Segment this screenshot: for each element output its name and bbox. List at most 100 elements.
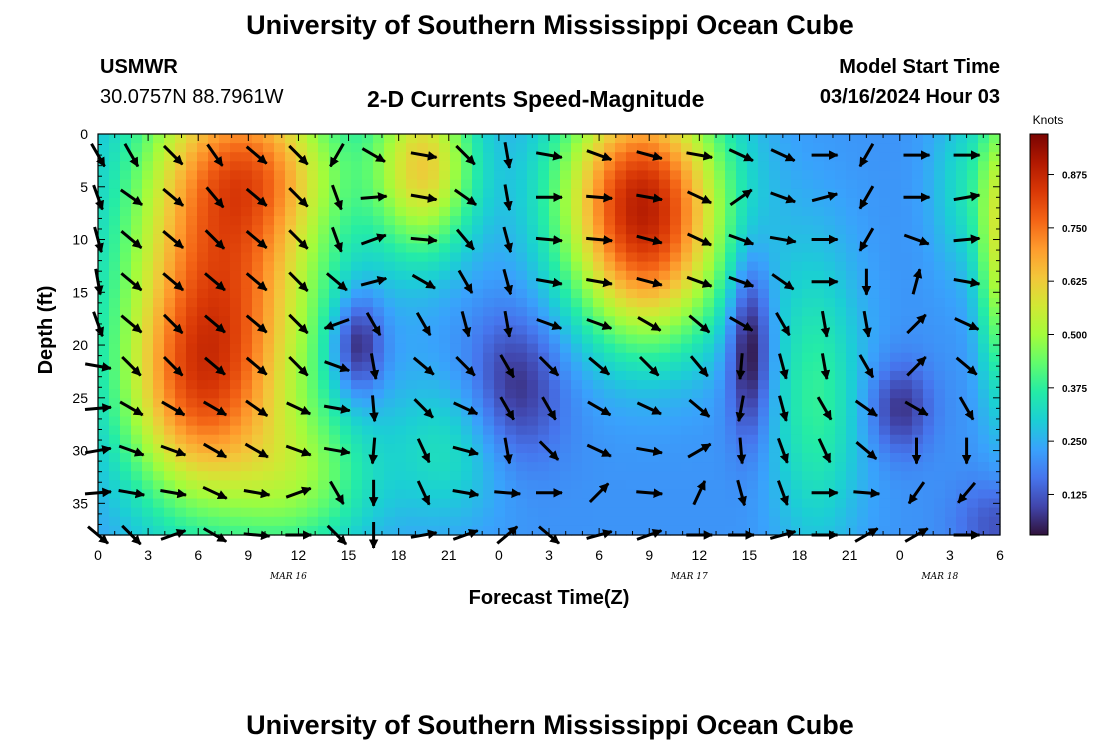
heatmap-cell (571, 352, 583, 363)
heatmap-cell (384, 425, 396, 436)
colorbar-tick-label: 0.875 (1062, 171, 1087, 182)
heatmap-cell (549, 170, 561, 181)
heatmap-cell (989, 480, 1001, 491)
heatmap-cell (164, 425, 176, 436)
heatmap-cell (967, 352, 979, 363)
heatmap-cell (670, 416, 682, 427)
heatmap-cell (857, 170, 869, 181)
heatmap-cell (780, 143, 792, 153)
heatmap-cell (318, 434, 330, 445)
heatmap-cell (197, 325, 209, 336)
heatmap-cell (263, 480, 275, 491)
heatmap-cell (439, 252, 451, 263)
heatmap-cell (241, 425, 253, 436)
heatmap-cell (406, 270, 418, 281)
heatmap-cell (703, 316, 715, 326)
heatmap-cell (252, 225, 264, 235)
heatmap-cell (439, 152, 451, 162)
heatmap-cell (494, 370, 506, 381)
heatmap-cell (791, 443, 803, 454)
heatmap-cell (681, 316, 693, 326)
heatmap-cell (505, 225, 517, 235)
heatmap-cell (890, 143, 902, 153)
heatmap-cell (274, 307, 286, 317)
heatmap-cell (186, 471, 198, 481)
heatmap-cell (527, 188, 539, 199)
heatmap-cell (98, 352, 110, 363)
heatmap-cell (120, 407, 132, 418)
heatmap-cell (296, 343, 308, 354)
heatmap-cell (241, 179, 253, 190)
heatmap-cell (307, 498, 319, 509)
heatmap-cell (835, 225, 847, 235)
heatmap-cell (714, 152, 726, 162)
heatmap-cell (604, 398, 616, 409)
heatmap-cell (901, 298, 913, 308)
heatmap-cell (923, 380, 935, 390)
heatmap-cell (989, 288, 1001, 299)
heatmap-cell (637, 179, 649, 190)
heatmap-cell (879, 225, 891, 235)
heatmap-cell (197, 225, 209, 235)
heatmap-cell (769, 361, 781, 372)
heatmap-cell (285, 471, 297, 481)
heatmap-cell (395, 452, 407, 463)
heatmap-cell (164, 307, 176, 317)
heatmap-cell (923, 206, 935, 217)
heatmap-cell (494, 434, 506, 445)
heatmap-cell (560, 489, 572, 500)
heatmap-cell (670, 525, 682, 536)
heatmap-cell (505, 298, 517, 308)
heatmap-cell (120, 370, 132, 381)
heatmap-cell (593, 288, 605, 299)
heatmap-cell (901, 443, 913, 454)
heatmap-cell (186, 316, 198, 326)
heatmap-cell (527, 416, 539, 427)
heatmap-cell (549, 252, 561, 263)
heatmap-cell (945, 234, 957, 244)
heatmap-cell (835, 434, 847, 445)
heatmap-cell (109, 307, 121, 317)
heatmap-cell (417, 216, 429, 226)
heatmap-cell (813, 270, 825, 281)
heatmap-cell (98, 252, 110, 263)
heatmap-cell (241, 161, 253, 172)
heatmap-cell (604, 307, 616, 317)
heatmap-cell (428, 288, 440, 299)
heatmap-cell (505, 389, 517, 399)
heatmap-cell (208, 389, 220, 399)
heatmap-cell (824, 225, 836, 235)
heatmap-cell (802, 307, 814, 317)
heatmap-cell (681, 389, 693, 399)
heatmap-cell (219, 380, 231, 390)
heatmap-cell (439, 316, 451, 326)
heatmap-cell (186, 507, 198, 518)
heatmap-cell (703, 352, 715, 363)
x-tick-label: 6 (194, 547, 202, 563)
heatmap-cell (989, 361, 1001, 372)
heatmap-cell (582, 416, 594, 427)
heatmap-cell (626, 334, 638, 345)
heatmap-cell (307, 134, 319, 144)
heatmap-cell (516, 343, 528, 354)
heatmap-cell (406, 325, 418, 336)
heatmap-cell (670, 298, 682, 308)
heatmap-cell (582, 188, 594, 199)
heatmap-cell (197, 425, 209, 436)
heatmap-cell (439, 343, 451, 354)
heatmap-cell (670, 489, 682, 500)
heatmap-cell (802, 516, 814, 527)
heatmap-cell (824, 134, 836, 144)
heatmap-cell (98, 370, 110, 381)
current-vector (324, 360, 351, 373)
heatmap-cell (527, 243, 539, 254)
current-vector (499, 396, 515, 421)
heatmap-cell (868, 179, 880, 190)
current-vector (204, 356, 226, 376)
heatmap-cell (857, 480, 869, 491)
heatmap-cell (186, 216, 198, 226)
heatmap-cell (395, 443, 407, 454)
heatmap-cell (505, 498, 517, 509)
heatmap-cell (637, 325, 649, 336)
heatmap-cell (791, 261, 803, 272)
